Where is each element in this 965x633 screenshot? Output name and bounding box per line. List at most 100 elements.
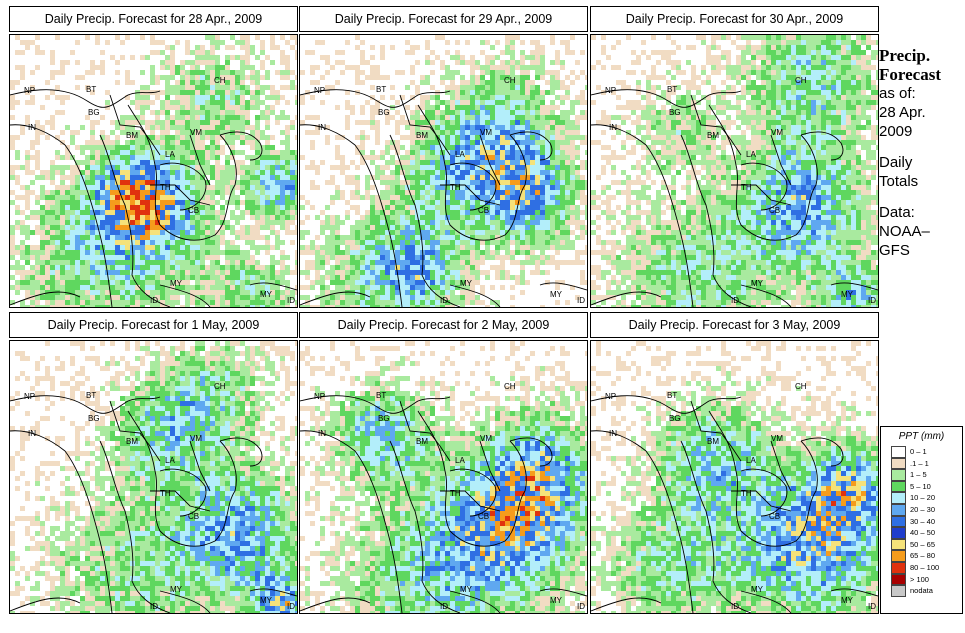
country-label: MY (460, 585, 473, 594)
heading-line: Forecast (879, 65, 941, 84)
legend-item: 65 – 80 (881, 550, 962, 562)
country-label: VM (771, 434, 783, 443)
country-label: ID (150, 602, 158, 611)
forecast-panel: Daily Precip. Forecast for 29 Apr., 2009… (299, 6, 588, 308)
precip-map: NP BT BG IN BM CH VM LA TH CB MY ID MY ID (299, 340, 588, 614)
legend-label: 65 – 80 (910, 551, 936, 561)
legend-swatch (891, 469, 906, 481)
country-label: LA (165, 150, 175, 159)
source-name: GFS (879, 242, 910, 259)
panel-title: Daily Precip. Forecast for 29 Apr., 2009 (299, 6, 588, 32)
country-label: TH (450, 183, 461, 192)
country-label: NP (605, 86, 616, 95)
legend-label: 0 – 1 (910, 447, 927, 456)
country-label: TH (741, 183, 752, 192)
country-label: LA (746, 150, 756, 159)
period-line: Totals (879, 173, 919, 190)
map-canvas: NP BT BG IN BM CH VM LA TH CB MY ID MY ID (10, 35, 297, 307)
country-label: MY (751, 585, 764, 594)
legend-swatch (891, 538, 906, 551)
legend-label: .1 – 1 (910, 458, 929, 468)
country-label: NP (24, 86, 35, 95)
country-label: CB (769, 512, 780, 521)
forecast-panel: Daily Precip. Forecast for 2 May, 2009 N… (299, 312, 588, 614)
country-label: LA (165, 456, 175, 465)
legend-label: 50 – 65 (910, 539, 936, 549)
country-label: TH (450, 489, 461, 498)
issue-label: as of: (879, 85, 916, 102)
legend-item: 20 – 30 (881, 503, 962, 516)
country-label: LA (455, 150, 465, 159)
legend-item: 10 – 20 (881, 492, 962, 504)
country-label: BM (707, 131, 719, 140)
legend-swatch (891, 503, 906, 516)
country-label: ID (731, 602, 739, 611)
country-label: CH (504, 76, 516, 85)
country-label: BG (669, 108, 681, 117)
country-label: BM (416, 437, 428, 446)
source-label: Data: (879, 204, 915, 221)
legend-swatch (891, 480, 906, 493)
country-label: NP (24, 392, 35, 401)
country-label: BG (378, 414, 390, 423)
country-label: MY (170, 585, 183, 594)
country-label: MY (550, 596, 563, 605)
country-label: TH (160, 489, 171, 498)
country-label: BG (378, 108, 390, 117)
precip-map: NP BT BG IN BM CH VM LA TH CB MY ID MY ID (299, 34, 588, 308)
map-canvas: NP BT BG IN BM CH VM LA TH CB MY ID MY ID (300, 341, 587, 613)
legend-swatch (891, 561, 906, 574)
country-label: ID (731, 296, 739, 305)
country-label: BT (667, 391, 677, 400)
issue-date: 28 Apr. (879, 104, 926, 121)
precip-map: NP BT BG IN BM CH VM LA TH CB MY ID MY ID (9, 34, 298, 308)
country-label: ID (577, 602, 585, 611)
country-label: CH (504, 382, 516, 391)
legend-swatch (891, 446, 906, 458)
forecast-panel: Daily Precip. Forecast for 3 May, 2009 N… (590, 312, 879, 614)
country-label: ID (150, 296, 158, 305)
legend-swatch (891, 492, 906, 504)
legend-item: 50 – 65 (881, 538, 962, 551)
legend-item: 80 – 100 (881, 561, 962, 574)
country-label: ID (440, 602, 448, 611)
country-label: BG (88, 108, 100, 117)
legend-title: PPT (mm) (898, 431, 945, 442)
legend-item: 1 – 5 (881, 469, 962, 481)
country-label: VM (480, 128, 492, 137)
legend-swatch (891, 457, 906, 470)
country-label: IN (28, 429, 36, 438)
legend-label: 10 – 20 (910, 493, 936, 503)
country-label: MY (460, 279, 473, 288)
legend-item: > 100 (881, 573, 962, 586)
legend-label: 40 – 50 (910, 528, 936, 538)
legend-swatch (891, 573, 906, 586)
country-label: BM (126, 131, 138, 140)
legend-label: 1 – 5 (910, 470, 927, 480)
heading-line: Precip. (879, 46, 931, 65)
country-label: BT (86, 391, 96, 400)
country-label: VM (190, 434, 202, 443)
country-label: MY (260, 596, 273, 605)
country-label: IN (318, 123, 326, 132)
country-label: CB (769, 206, 780, 215)
legend-label: 5 – 10 (910, 481, 931, 491)
country-label: LA (746, 456, 756, 465)
country-label: BM (126, 437, 138, 446)
country-label: CB (478, 206, 489, 215)
country-label: NP (314, 392, 325, 401)
country-label: IN (609, 429, 617, 438)
country-label: BG (669, 414, 681, 423)
map-canvas: NP BT BG IN BM CH VM LA TH CB MY ID MY ID (591, 35, 878, 307)
country-label: CB (188, 206, 199, 215)
country-label: ID (440, 296, 448, 305)
legend-label: 20 – 30 (910, 504, 936, 514)
legend-swatch (891, 515, 906, 528)
precip-map: NP BT BG IN BM CH VM LA TH CB MY ID MY ID (9, 340, 298, 614)
precip-map: NP BT BG IN BM CH VM LA TH CB MY ID MY ID (590, 340, 879, 614)
forecast-panel: Daily Precip. Forecast for 30 Apr., 2009… (590, 6, 879, 308)
country-label: ID (287, 602, 295, 611)
country-label: BM (707, 437, 719, 446)
country-label: IN (28, 123, 36, 132)
